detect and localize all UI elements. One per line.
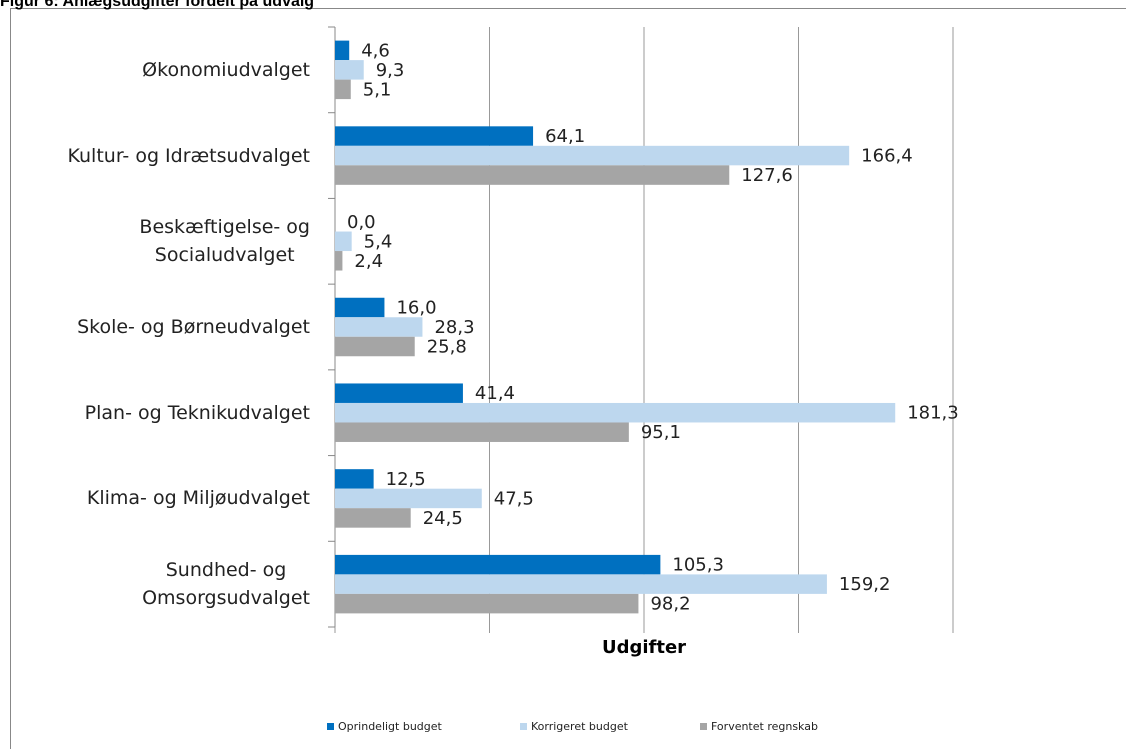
category-label: Kultur- og Idrætsudvalget: [67, 144, 311, 167]
legend-label: Forventet regnskab: [711, 720, 818, 733]
value-label: 5,4: [364, 231, 393, 252]
bar: [335, 40, 350, 61]
value-label: 98,2: [650, 594, 690, 615]
bar: [335, 251, 343, 271]
bar: [335, 145, 850, 166]
category-label: Beskæftigelse- og Socialudvalget: [139, 216, 310, 267]
value-label: 0,0: [347, 212, 376, 233]
bar: [335, 469, 374, 489]
axis-title: Udgifter: [602, 637, 686, 658]
value-label: 28,3: [434, 317, 474, 338]
legend-label: Korrigeret budget: [531, 720, 629, 733]
bar: [335, 126, 534, 146]
value-label: 64,1: [545, 126, 585, 147]
bar: [335, 488, 482, 509]
legend-swatch: [700, 723, 707, 730]
value-label: 159,2: [839, 574, 891, 595]
legend-swatch: [327, 723, 334, 730]
legend-label: Oprindeligt budget: [338, 720, 443, 733]
category-label: Sundhed- og Omsorgsudvalget: [142, 559, 310, 610]
bar: [335, 574, 827, 594]
value-label: 127,6: [741, 165, 793, 186]
value-label: 5,1: [363, 79, 392, 100]
bar: [335, 317, 423, 337]
value-label: 47,5: [494, 488, 534, 509]
value-label: 24,5: [423, 508, 463, 529]
value-label: 95,1: [641, 422, 681, 443]
value-label: 16,0: [396, 298, 436, 319]
value-label: 181,3: [907, 403, 959, 424]
category-label: Klima- og Miljøudvalget: [86, 487, 310, 510]
value-label: 105,3: [672, 555, 724, 576]
bar: [335, 79, 351, 100]
value-label: 4,6: [361, 40, 390, 61]
bar: [335, 383, 463, 403]
bar: [335, 402, 896, 423]
value-label: 9,3: [376, 60, 405, 81]
value-label: 166,4: [861, 146, 913, 167]
bar: [335, 508, 411, 528]
category-label: Plan- og Teknikudvalget: [84, 401, 310, 424]
category-label: Skole- og Børneudvalget: [77, 316, 310, 338]
chart-frame: [10, 8, 1126, 749]
bar: [335, 593, 639, 614]
chart-title: Figur 6: Anlægsudgifter fordelt på udval…: [0, 0, 314, 10]
bar: [335, 165, 730, 185]
bar: [335, 422, 629, 442]
bar: [335, 60, 364, 80]
value-label: 41,4: [475, 383, 515, 404]
category-label: Økonomiudvalget: [142, 58, 310, 81]
bar: [335, 297, 385, 318]
bar: [335, 554, 661, 575]
bar: [335, 336, 415, 357]
bar: [335, 231, 352, 252]
value-label: 25,8: [427, 337, 467, 358]
value-label: 12,5: [386, 469, 426, 490]
value-label: 2,4: [354, 251, 383, 272]
legend-swatch: [520, 723, 527, 730]
